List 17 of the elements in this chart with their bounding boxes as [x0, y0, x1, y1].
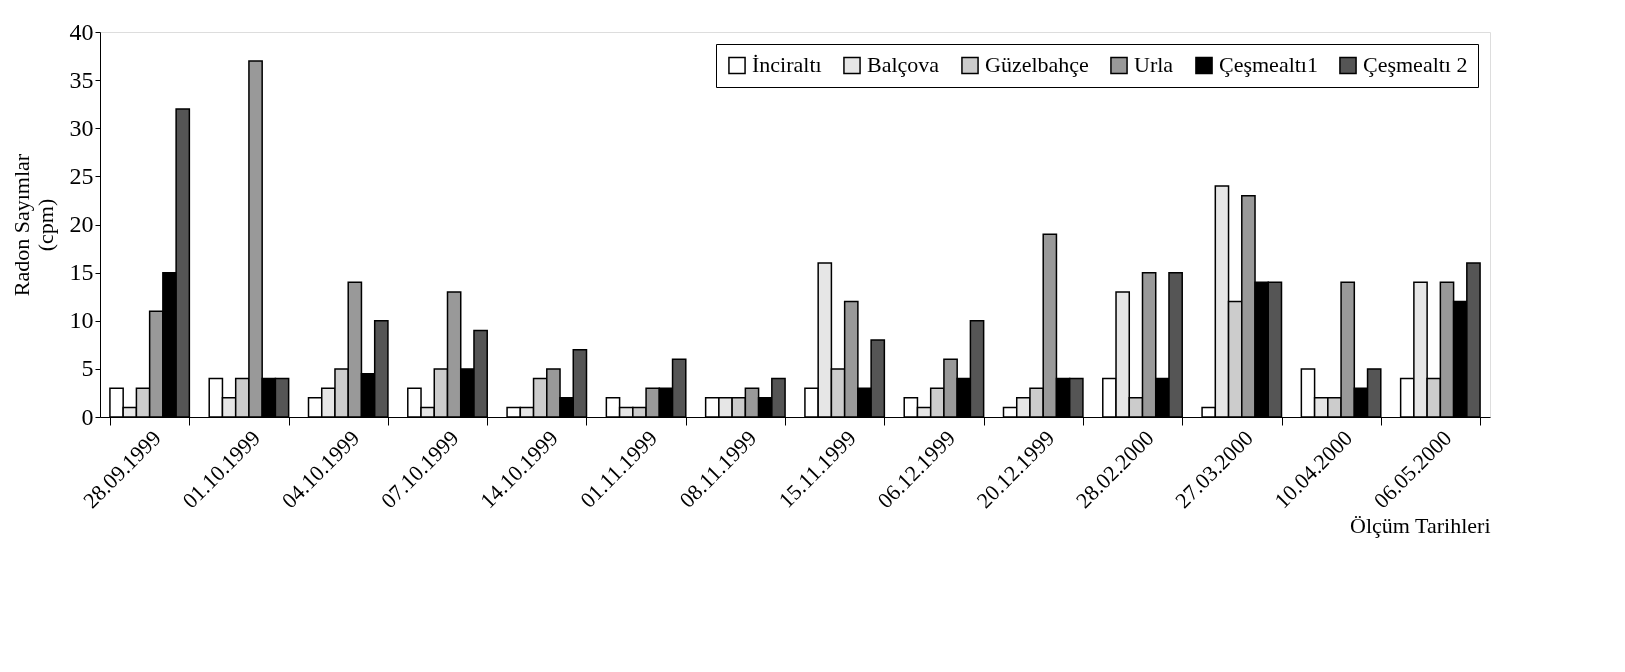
y-tick-label: 0 — [81, 403, 94, 430]
legend-label: Urla — [1134, 52, 1174, 78]
y-axis-title: Radon Sayımlar (cpm) — [8, 153, 58, 297]
y-tick-label: 30 — [69, 114, 94, 141]
y-tick-label: 40 — [69, 18, 94, 45]
y-tick-label: 5 — [81, 355, 94, 382]
y-tick-label: 35 — [69, 66, 94, 93]
legend-label: Güzelbahçe — [985, 52, 1089, 78]
y-tick-label: 25 — [69, 162, 94, 189]
legend-label: Çeşmealtı 2 — [1363, 52, 1468, 78]
y-tick-label: 10 — [69, 307, 94, 334]
legend-label: İnciraltı — [752, 52, 822, 78]
y-tick-label: 20 — [69, 211, 94, 237]
x-axis-title: Ölçüm Tarihleri — [1350, 513, 1491, 539]
legend-label: Çeşmealtı1 — [1219, 52, 1318, 78]
legend-label: Balçova — [867, 52, 940, 78]
y-tick-label: 15 — [69, 259, 94, 286]
